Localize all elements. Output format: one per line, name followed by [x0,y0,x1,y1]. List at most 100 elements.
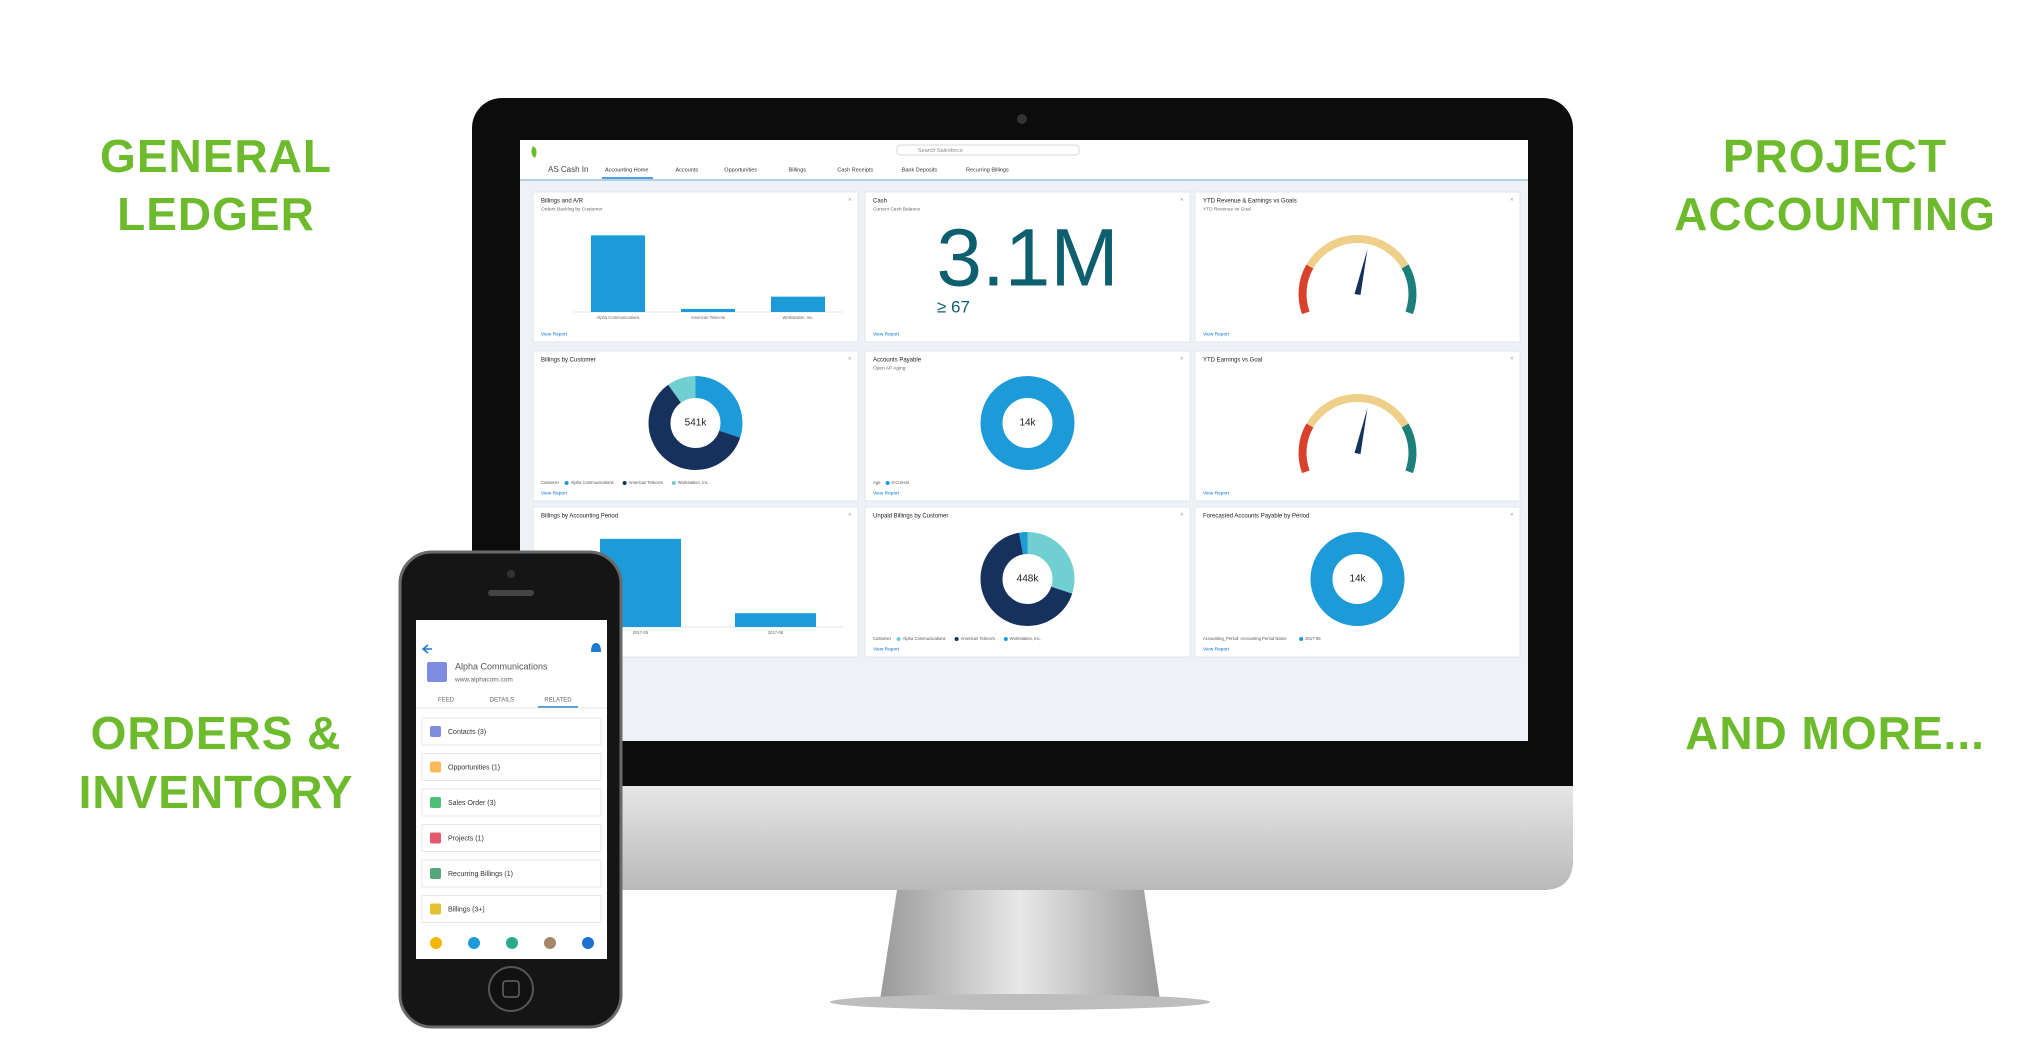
card-close[interactable]: × [1180,357,1184,363]
gauge-band [1298,264,1314,315]
card-subtitle: Open AP Aging [873,365,906,371]
nav-tab[interactable]: Accounting Home [605,167,648,173]
card-bg [864,191,1191,343]
legend-label: American Telecom [961,636,996,641]
card: Billings by Customer View Report × 541k Cust… [532,350,859,502]
list-label: Opportunities (1) [448,764,500,771]
legend-label: Alpha Communications [903,636,946,641]
nav-tab[interactable]: Accounts [676,167,699,173]
donut-segment [648,376,743,470]
list-item[interactable] [421,788,602,817]
home-icon [502,980,520,998]
card-title: YTD Earnings vs Goal [1203,358,1262,364]
logo [531,146,537,158]
headline: ACCOUNTING [1674,188,1996,240]
donut-segment [980,532,1075,626]
phone-tab[interactable]: DETAILS [490,698,515,704]
card-close[interactable]: × [848,198,852,204]
nav-tab[interactable]: Bank Deposits [902,167,938,173]
card-close[interactable]: × [1180,513,1184,519]
phone-toolbar [430,937,594,949]
card-subtitle: Current Cash Balance [873,206,921,212]
view-report[interactable]: View Report [541,490,568,496]
legend-title: Accounting_Period: Accounting Period Nam… [1203,636,1287,641]
view-report[interactable]: View Report [1203,646,1230,652]
list-label: Projects (1) [448,835,484,842]
toolbar-icon[interactable] [430,937,442,949]
card-close[interactable]: × [1510,357,1514,363]
gauge-needle [1354,249,1368,295]
list-icon [430,726,441,737]
card-close[interactable]: × [848,357,852,363]
donut-segment [648,376,743,470]
donut-segment [980,376,1075,470]
x-tick-label: 2017-06 [768,630,784,635]
tabs: Accounting Home Accounts Opportunities Bill… [602,167,1009,179]
card-subtitle: YTD Revenue vs Goal [1203,206,1251,212]
list-item[interactable] [421,717,602,746]
bell[interactable] [591,643,601,652]
legend-swatch [954,637,959,641]
toolbar-icon[interactable] [544,937,556,949]
list-item[interactable] [421,824,602,852]
phone-tab[interactable]: FEED [438,698,455,704]
search-placeholder: Search Salesforce [918,148,963,154]
search-box[interactable] [896,144,1080,156]
card-title: Unpaid Billings by Customer [873,514,948,520]
card-close[interactable]: × [1180,198,1184,204]
view-report[interactable]: View Report [873,331,900,337]
donut-center: 448k [1017,574,1040,585]
legend-label: 0-Current [892,480,911,485]
view-report[interactable]: View Report [873,490,900,496]
toolbar-icon[interactable] [468,937,480,949]
legend-swatch [622,481,627,485]
bar [735,613,816,627]
back-arrow[interactable] [421,644,432,654]
list-item[interactable] [421,895,602,923]
card-close[interactable]: × [1510,198,1514,204]
headline: PROJECT [1723,130,1947,182]
card-title: Forecasted Accounts Payable by Period [1203,514,1309,520]
card-bg [532,191,859,343]
donut-center: 14k [1349,574,1366,585]
related-list: Contacts (3) Opportunities (1) Sales Order… [421,717,602,923]
home-button[interactable] [488,966,534,1012]
account-url: www.alphacom.com [454,677,513,684]
gauge-band [1401,423,1417,474]
account-icon [427,662,447,682]
list-label: Billings (3+) [448,906,485,913]
legend-swatch [671,481,676,485]
view-report[interactable]: View Report [1203,490,1230,496]
x-tick-label: 2017-05 [633,630,649,635]
card: YTD Earnings vs Goal View Report × [1194,350,1521,502]
list-item[interactable] [421,753,602,781]
view-report[interactable]: View Report [1203,331,1230,337]
view-report[interactable]: View Report [541,331,568,337]
nav-tab[interactable]: Cash Receipts [837,167,873,173]
legend-swatch [896,637,901,641]
headline: ORDERS & [91,707,342,759]
legend-label: Workstation, Inc. [1010,636,1041,641]
list-item[interactable] [421,859,602,888]
card-close[interactable]: × [848,513,852,519]
bar [681,308,735,312]
legend-label: Alpha Communications [571,480,614,485]
gauge-band [1298,423,1314,474]
toolbar-icon[interactable] [582,937,594,949]
headlines: GENERAL LEDGER PROJECT ACCOUNTING ORDERS… [79,130,1996,818]
phone-tab[interactable]: RELATED [544,698,572,704]
nav-tab[interactable]: Opportunities [724,167,757,173]
card-title: Accounts Payable [873,358,922,364]
view-report[interactable]: View Report [873,646,900,652]
nav-tab[interactable]: Billings [789,167,807,173]
nav-tab[interactable]: Recurring Billings [966,167,1009,173]
toolbar-icon[interactable] [506,937,518,949]
gauge-needle [1354,408,1368,454]
legend-swatch [1003,637,1008,641]
card-close[interactable]: × [1510,513,1514,519]
stand-neck [880,890,1160,1000]
